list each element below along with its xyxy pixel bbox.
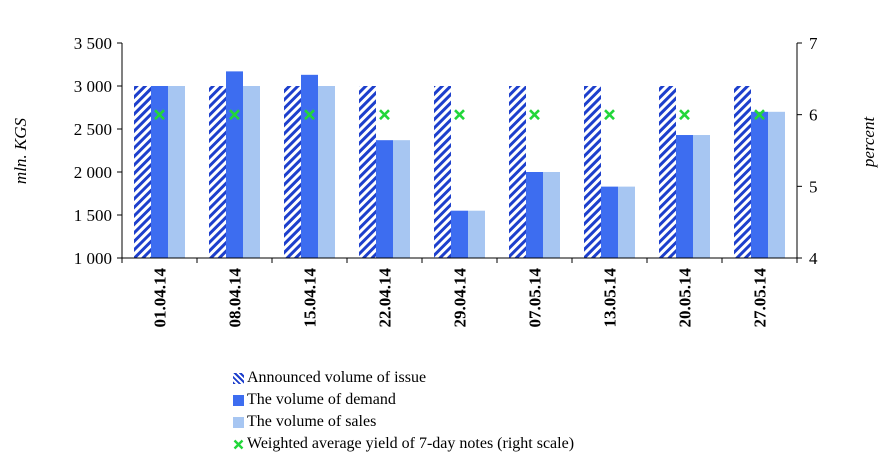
bar-sales-8: [768, 112, 785, 258]
yield-marker-5: [530, 110, 539, 119]
bar-demand-1: [226, 71, 243, 258]
bar-demand-4: [451, 211, 468, 258]
legend-swatch-sales: [233, 417, 244, 428]
y-tick-label-1: 1 500: [74, 206, 112, 225]
y2-axis-title: percent: [859, 116, 878, 169]
bar-sales-0: [168, 86, 185, 258]
y2-tick-label-1: 5: [809, 177, 818, 196]
y-tick-label-0: 1 000: [74, 249, 112, 268]
bar-demand-5: [526, 172, 543, 258]
bar-demand-8: [751, 112, 768, 258]
legend-label-yield: Weighted average yield of 7-day notes (r…: [247, 435, 574, 453]
bar-sales-6: [618, 187, 635, 258]
x-tick-label-7: 20.05.14: [676, 268, 695, 328]
legend-label-sales: The volume of sales: [247, 413, 376, 431]
x-tick-label-1: 08.04.14: [226, 268, 245, 328]
y-tick-label-5: 3 500: [74, 34, 112, 53]
bar-sales-4: [468, 211, 485, 258]
bar-announced-5: [509, 86, 526, 258]
bar-demand-6: [601, 187, 618, 258]
bar-sales-2: [318, 86, 335, 258]
bar-demand-3: [376, 140, 393, 258]
bar-announced-4: [434, 86, 451, 258]
x-tick-label-5: 07.05.14: [526, 268, 545, 328]
bar-demand-0: [151, 86, 168, 258]
bar-announced-7: [659, 86, 676, 258]
bar-demand-7: [676, 135, 693, 258]
y2-tick-label-2: 6: [809, 106, 818, 125]
bar-sales-3: [393, 140, 410, 258]
legend-marker-yield: [233, 438, 244, 451]
legend-label-demand: The volume of demand: [247, 391, 396, 409]
yield-marker-4: [455, 110, 464, 119]
legend-item-demand: The volume of demand: [233, 389, 574, 411]
y-tick-label-2: 2 000: [74, 163, 112, 182]
bar-announced-6: [584, 86, 601, 258]
bar-announced-0: [134, 86, 151, 258]
legend-item-sales: The volume of sales: [233, 411, 574, 433]
legend: Announced volume of issue The volume of …: [233, 367, 574, 455]
bar-announced-8: [734, 86, 751, 258]
yield-marker-7: [680, 110, 689, 119]
legend-swatch-demand: [233, 395, 244, 406]
x-tick-label-0: 01.04.14: [151, 268, 170, 328]
legend-swatch-announced: [233, 373, 244, 384]
yield-marker-3: [380, 110, 389, 119]
bar-announced-1: [209, 86, 226, 258]
x-tick-label-6: 13.05.14: [601, 268, 620, 328]
x-tick-label-3: 22.04.14: [376, 268, 395, 328]
yield-marker-6: [605, 110, 614, 119]
x-tick-label-2: 15.04.14: [301, 268, 320, 328]
y-tick-label-3: 2 500: [74, 120, 112, 139]
plot-area: 1 000 1 500 2 000 2 500 3 000 3 500 4 5 6 7 01.04.…: [74, 34, 818, 328]
legend-label-announced: Announced volume of issue: [247, 369, 426, 387]
bar-announced-3: [359, 86, 376, 258]
bar-sales-7: [693, 135, 710, 258]
y-tick-label-4: 3 000: [74, 77, 112, 96]
bar-announced-2: [284, 86, 301, 258]
x-tick-label-4: 29.04.14: [451, 268, 470, 328]
legend-item-yield: Weighted average yield of 7-day notes (r…: [233, 433, 574, 455]
bar-sales-1: [243, 86, 260, 258]
y2-tick-label-3: 7: [809, 34, 818, 53]
x-tick-label-8: 27.05.14: [751, 268, 770, 328]
y2-tick-label-0: 4: [809, 249, 818, 268]
bar-sales-5: [543, 172, 560, 258]
bar-demand-2: [301, 75, 318, 258]
legend-item-announced: Announced volume of issue: [233, 367, 574, 389]
y-axis-title: mln. KGS: [11, 117, 30, 184]
